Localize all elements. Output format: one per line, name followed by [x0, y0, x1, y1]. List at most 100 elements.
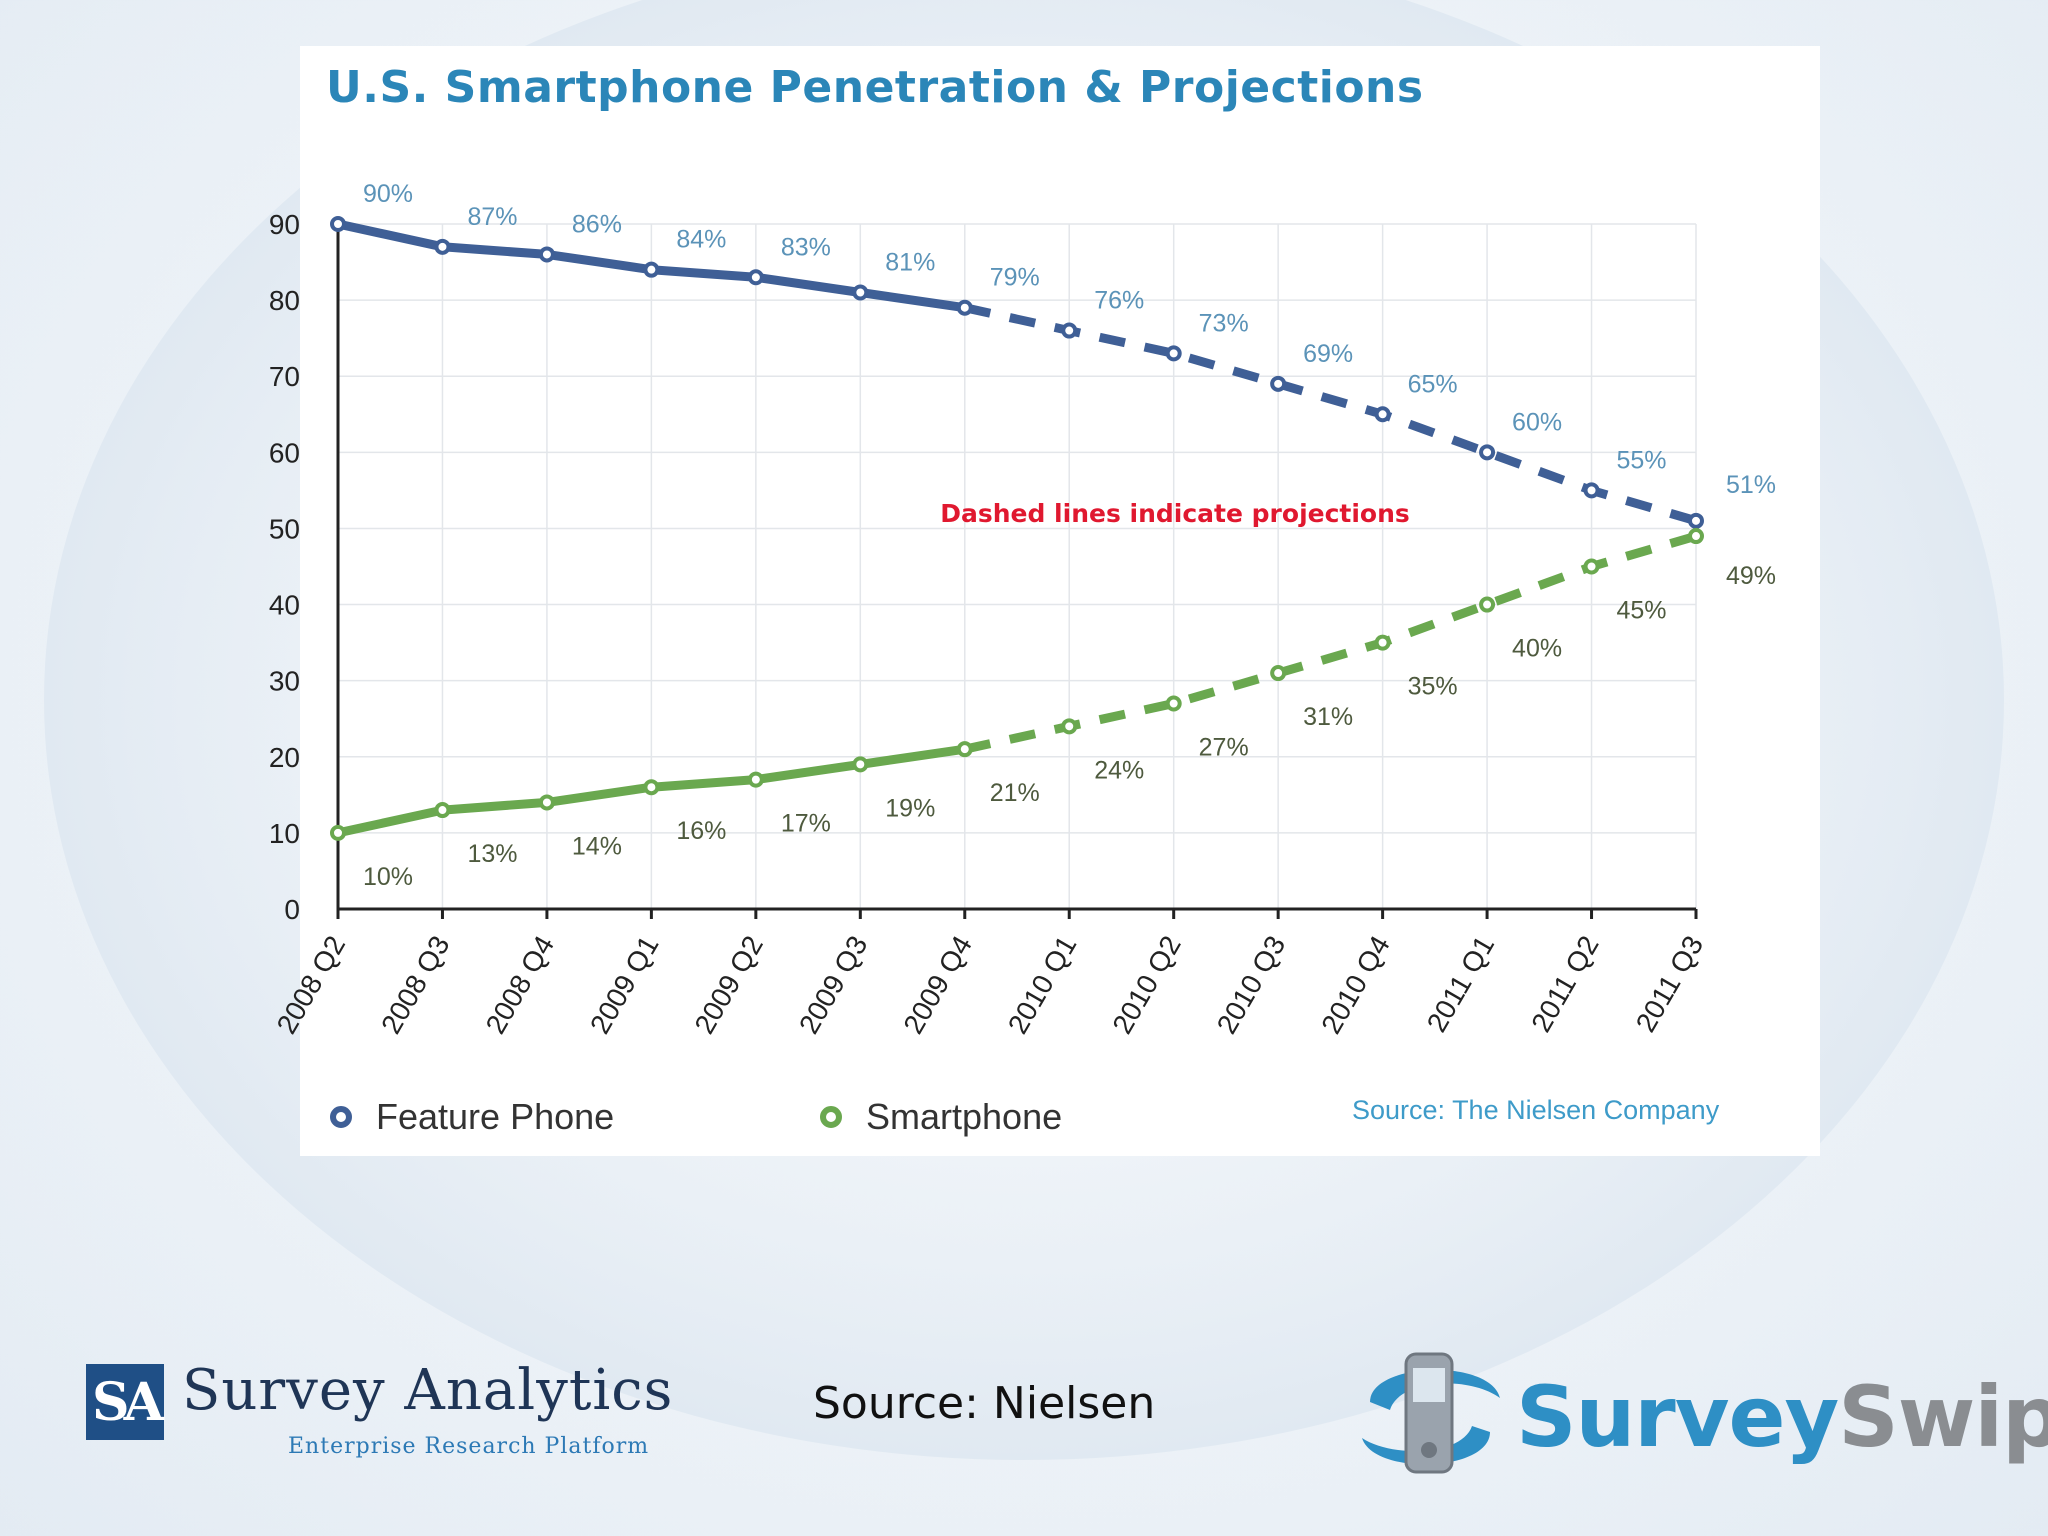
data-label: 65% [1408, 370, 1458, 398]
data-label: 81% [885, 249, 935, 277]
x-tick-labels: 2008 Q2 2008 Q3 2008 Q4 2009 Q1 2009 Q2 2009 … [271, 931, 1710, 1040]
data-labels: 90% 87% 86% 84% 83% 81% 79% 76% 73% 69% 65% 60% 55% 5… [363, 180, 1776, 891]
chart-title: U.S. Smartphone Penetration & Projection… [326, 62, 1424, 113]
data-label: 13% [467, 840, 517, 868]
data-point [1061, 718, 1078, 735]
data-label: 69% [1303, 340, 1353, 368]
legend-item-smartphone: Smartphone [820, 1092, 1062, 1142]
logo-name: SurveySwipe [1516, 1368, 2048, 1466]
data-point [747, 771, 764, 788]
data-label: 31% [1303, 703, 1353, 731]
data-point [1165, 695, 1182, 712]
logo-name-part: Swipe [1838, 1368, 2048, 1466]
y-tick-label: 70 [269, 361, 300, 392]
data-label: 49% [1726, 562, 1776, 590]
chart-panel [300, 46, 1820, 1156]
logo-tagline: Enterprise Research Platform [288, 1434, 650, 1459]
x-tick-label: 2011 Q1 [1421, 931, 1501, 1038]
y-tick-label: 90 [269, 209, 300, 240]
series-line-feature-phone-projected [963, 303, 1698, 526]
chart-axes [336, 220, 1698, 919]
y-tick-label: 30 [269, 666, 300, 697]
legend-label: Smartphone [866, 1096, 1063, 1137]
data-label: 83% [781, 233, 831, 261]
data-points [330, 216, 1704, 841]
data-label: 79% [990, 264, 1040, 292]
data-label: 24% [1094, 756, 1144, 784]
data-label: 76% [1094, 287, 1144, 315]
data-point [852, 284, 869, 301]
x-tick-label: 2010 Q4 [1315, 931, 1396, 1040]
data-label: 17% [781, 810, 831, 838]
data-point [1688, 512, 1704, 529]
data-point [1270, 665, 1287, 682]
x-tick-label: 2011 Q2 [1525, 931, 1605, 1038]
data-label: 45% [1617, 597, 1667, 625]
data-point [538, 246, 555, 263]
data-label: 10% [363, 863, 413, 891]
x-tick-label: 2010 Q2 [1106, 931, 1187, 1040]
x-tick-label: 2011 Q3 [1630, 931, 1710, 1038]
data-label: 55% [1617, 446, 1667, 474]
x-tick-label: 2009 Q4 [897, 931, 978, 1040]
data-point [956, 741, 973, 758]
phone-swirl-icon [1362, 1352, 1500, 1474]
data-label: 60% [1512, 408, 1562, 436]
y-tick-label: 20 [269, 742, 300, 773]
x-tick-label: 2009 Q2 [688, 931, 769, 1040]
surveyswipe-logo: SurveySwipe [1350, 1340, 2048, 1490]
circle-marker-icon [330, 1106, 352, 1128]
data-point [1061, 322, 1078, 339]
data-label: 51% [1726, 471, 1776, 499]
legend-item-feature-phone: Feature Phone [330, 1092, 614, 1142]
logo-name-part: Survey [1516, 1368, 1839, 1466]
x-tick-label: 2010 Q3 [1211, 931, 1292, 1040]
sa-logo-icon: SA [86, 1364, 164, 1440]
x-tick-label: 2008 Q4 [480, 931, 561, 1040]
data-point [330, 824, 346, 841]
data-point [643, 779, 660, 796]
legend-label: Feature Phone [376, 1096, 615, 1137]
chart-source-note: Source: The Nielsen Company [1352, 1095, 1720, 1125]
data-label: 86% [572, 210, 622, 238]
data-point [1479, 596, 1496, 613]
x-tick-label: 2008 Q3 [375, 931, 456, 1040]
data-point [538, 794, 555, 811]
data-label: 16% [676, 817, 726, 845]
slide-source-text: Source: Nielsen [813, 1378, 1156, 1429]
projection-annotation: Dashed lines indicate projections [940, 499, 1410, 528]
y-tick-labels: 0 10 20 30 40 50 60 70 80 90 [269, 209, 300, 925]
data-point [434, 802, 451, 819]
data-label: 14% [572, 832, 622, 860]
series-line-smartphone-projected [963, 531, 1698, 754]
data-label: 27% [1199, 734, 1249, 762]
x-tick-label: 2009 Q3 [793, 931, 874, 1040]
data-label: 40% [1512, 635, 1562, 663]
data-point [956, 299, 973, 316]
y-tick-label: 10 [269, 818, 300, 849]
y-tick-label: 40 [269, 590, 300, 621]
x-tick-label: 2009 Q1 [584, 931, 665, 1040]
y-tick-label: 80 [269, 285, 300, 316]
y-tick-label: 50 [269, 513, 300, 544]
y-tick-label: 0 [284, 894, 300, 925]
data-point [1374, 406, 1391, 423]
data-point [643, 261, 660, 278]
data-point [1583, 482, 1600, 499]
data-point [1479, 444, 1496, 461]
data-point [330, 216, 346, 232]
data-point [1374, 634, 1391, 651]
circle-marker-icon [820, 1106, 842, 1128]
data-label: 84% [676, 226, 726, 254]
data-label: 73% [1199, 309, 1249, 337]
data-label: 19% [885, 794, 935, 822]
x-tick-label: 2008 Q2 [271, 931, 352, 1040]
survey-analytics-logo: SA Survey Analytics Enterprise Research … [86, 1358, 672, 1468]
data-label: 87% [467, 203, 517, 231]
y-tick-label: 60 [269, 437, 300, 468]
data-point [1270, 375, 1287, 392]
logo-name: Survey Analytics [182, 1358, 674, 1423]
x-tick-label: 2010 Q1 [1002, 931, 1083, 1040]
data-label: 90% [363, 180, 413, 208]
